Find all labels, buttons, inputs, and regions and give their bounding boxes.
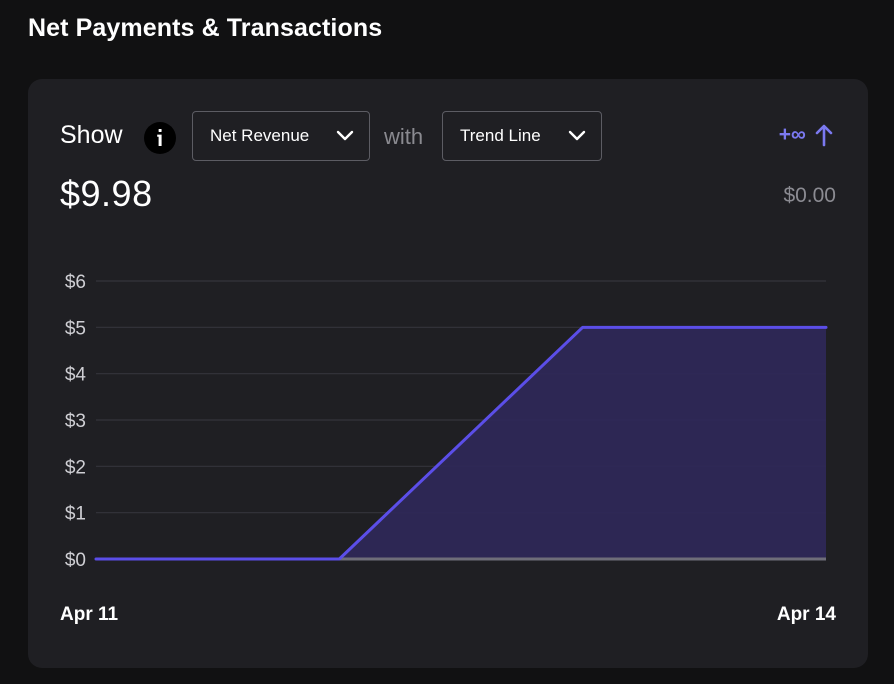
metric-dropdown-value: Net Revenue	[210, 126, 310, 145]
comparison-value: $0.00	[783, 184, 836, 207]
total-value: $9.98	[60, 173, 153, 214]
x-axis-end-label: Apr 14	[776, 604, 836, 625]
y-tick-label: $6	[65, 272, 86, 293]
info-icon[interactable]	[144, 122, 176, 154]
change-value: +∞	[778, 123, 806, 146]
y-tick-label: $2	[65, 457, 86, 478]
revenue-series-line	[94, 325, 828, 561]
y-tick-label: $4	[65, 365, 87, 386]
y-tick-label: $5	[65, 318, 86, 339]
metric-dropdown[interactable]: Net Revenue	[192, 111, 370, 161]
chevron-down-icon	[568, 130, 586, 141]
chart-card: Show Net Revenue with Trend Line +∞	[28, 79, 868, 668]
y-tick-label: $3	[65, 411, 86, 432]
with-label: with	[384, 124, 424, 149]
overlay-dropdown[interactable]: Trend Line	[442, 111, 602, 161]
y-tick-label: $1	[65, 504, 86, 525]
show-label: Show	[60, 121, 123, 149]
y-tick-label: $0	[65, 550, 86, 571]
chevron-down-icon	[336, 130, 354, 141]
page-title: Net Payments & Transactions	[28, 14, 383, 42]
revenue-area	[96, 327, 826, 559]
change-badge: +∞	[779, 123, 834, 147]
arrow-up-icon	[815, 124, 833, 147]
overlay-dropdown-value: Trend Line	[460, 126, 541, 145]
x-axis-start-label: Apr 11	[60, 604, 119, 625]
revenue-chart: $0 $1 $2 $3 $4 $5 $6	[65, 272, 828, 571]
